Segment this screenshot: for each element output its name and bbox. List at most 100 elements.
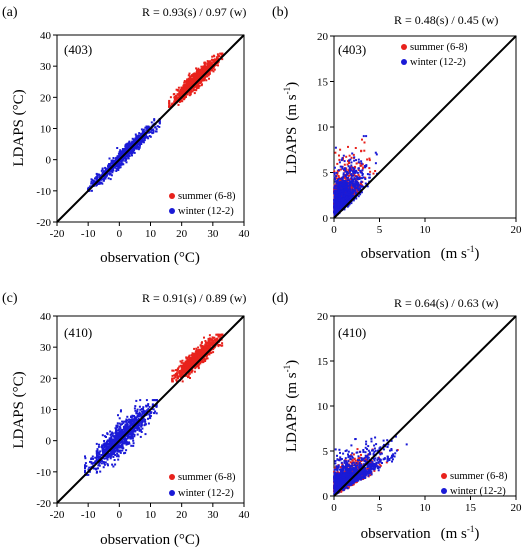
panel-c-point-winter <box>116 422 119 425</box>
panel-a-point-winter <box>124 148 127 151</box>
panel-c-point-summer <box>171 374 174 377</box>
panel-c-point-winter <box>115 446 118 449</box>
panel-c-point-summer <box>198 350 201 353</box>
panel-c-point-summer <box>204 350 207 353</box>
panel-b-point-summer <box>347 145 349 148</box>
panel-c-point-summer <box>185 356 188 359</box>
panel-a-point-summer <box>182 98 185 101</box>
panel-c-point-summer <box>186 357 189 360</box>
panel-c: (c) R = 0.91(s) / 0.89 (w) (410) -20 -10 0… <box>2 291 250 548</box>
panel-a-point-winter <box>90 182 93 185</box>
panel-b-point-winter <box>337 182 340 185</box>
panel-b-point-winter <box>342 154 345 157</box>
panel-c-point-summer <box>208 344 211 347</box>
panel-a-point-summer <box>186 78 189 81</box>
panel-a-point-summer <box>209 60 212 63</box>
panel-c-point-summer <box>199 355 201 358</box>
panel-a-point-summer <box>206 75 208 78</box>
panel-b-point-winter <box>338 199 341 202</box>
panel-a-point-summer <box>212 61 215 63</box>
panel-c-point-summer <box>188 363 191 366</box>
panel-b-point-winter <box>355 170 358 173</box>
panel-a-point-summer <box>181 100 184 103</box>
panel-b-point-summer <box>352 153 355 156</box>
panel-c-point-winter <box>125 443 128 446</box>
panel-c-point-winter <box>142 407 144 410</box>
panel-a-point-summer <box>201 83 203 86</box>
panel-b-point-summer <box>341 158 344 161</box>
panel-a-point-winter <box>105 173 108 176</box>
panel-a-point-winter <box>111 169 114 171</box>
panel-a-point-winter <box>137 146 139 149</box>
panel-c-point-summer <box>179 364 182 367</box>
panel-a-point-winter <box>147 137 150 140</box>
panel-a-y-tick-label: -20 <box>36 217 51 229</box>
panel-c-point-winter <box>101 454 104 457</box>
panel-b-point-winter <box>334 178 337 181</box>
panel-a-point-summer <box>196 72 198 75</box>
panel-b-station: (403) <box>338 42 366 57</box>
panel-b-point-winter <box>354 181 357 184</box>
panel-b-point-winter <box>336 201 339 204</box>
panel-b-point-winter <box>339 181 342 184</box>
panel-b-point-winter <box>347 172 350 175</box>
panel-c-point-summer <box>200 353 203 355</box>
panel-a-point-summer <box>195 73 198 76</box>
panel-a-point-summer <box>193 75 196 77</box>
panel-a-point-summer <box>168 105 171 108</box>
panel-b-point-summer <box>353 166 356 169</box>
panel-c-point-winter <box>119 410 122 413</box>
panel-b-point-winter <box>341 165 344 168</box>
panel-b-point-winter <box>359 187 362 190</box>
panel-b-point-summer <box>374 170 377 172</box>
panel-b-point-winter <box>342 198 345 201</box>
panel-b-point-winter <box>351 191 354 194</box>
panel-b-point-winter <box>346 205 349 208</box>
panel-c-point-winter <box>149 417 152 420</box>
panel-c-point-winter <box>138 429 141 432</box>
panel-b-point-winter <box>366 185 369 188</box>
panel-c-point-summer <box>184 360 187 363</box>
panel-a-x-tick-label: 20 <box>176 228 188 240</box>
panel-b-point-winter <box>356 177 359 180</box>
panel-b-point-summer <box>372 172 375 175</box>
panel-c-point-summer <box>197 346 200 349</box>
panel-c-point-winter <box>128 432 131 434</box>
panel-a-point-winter <box>142 139 145 142</box>
panel-c-point-winter <box>147 417 149 420</box>
panel-b-point-winter <box>341 187 344 190</box>
panel-c-point-summer <box>199 356 202 359</box>
panel-c-point-summer <box>195 360 198 363</box>
panel-a-point-summer <box>191 90 194 93</box>
panel-c-point-winter <box>117 458 120 461</box>
panel-a-point-summer <box>206 60 209 63</box>
panel-b-point-summer <box>347 174 350 177</box>
panel-b-point-winter <box>350 164 353 167</box>
panel-a-point-summer <box>168 104 171 107</box>
panel-a-y-tick-label: 20 <box>40 92 52 104</box>
panel-b-point-summer <box>354 147 357 149</box>
panel-c-point-summer <box>198 362 201 364</box>
panel-c-point-summer <box>193 357 195 360</box>
panel-c-point-summer <box>173 374 176 377</box>
panel-b-point-winter <box>362 185 365 188</box>
panel-a-point-summer <box>185 89 188 92</box>
panel-c-point-winter <box>92 457 94 460</box>
panel-b-point-summer <box>348 154 351 157</box>
panel-c-point-winter <box>115 449 118 452</box>
panel-a-y-tick-label: 30 <box>40 61 52 73</box>
panel-c-point-winter <box>118 450 121 453</box>
panel-a-point-winter <box>100 174 103 177</box>
panel-a-point-summer <box>213 59 216 61</box>
panel-b-point-winter <box>353 156 356 159</box>
panel-b-point-winter <box>335 194 338 197</box>
panel-b-point-summer <box>360 149 363 152</box>
panel-c-point-winter <box>132 439 135 442</box>
panel-b-point-summer <box>336 162 339 165</box>
panel-a-point-winter <box>123 156 126 159</box>
panel-c-point-winter <box>115 429 118 432</box>
panel-a-point-winter <box>98 173 101 176</box>
panel-c-point-winter <box>97 455 100 458</box>
panel-a-point-winter <box>155 130 158 133</box>
